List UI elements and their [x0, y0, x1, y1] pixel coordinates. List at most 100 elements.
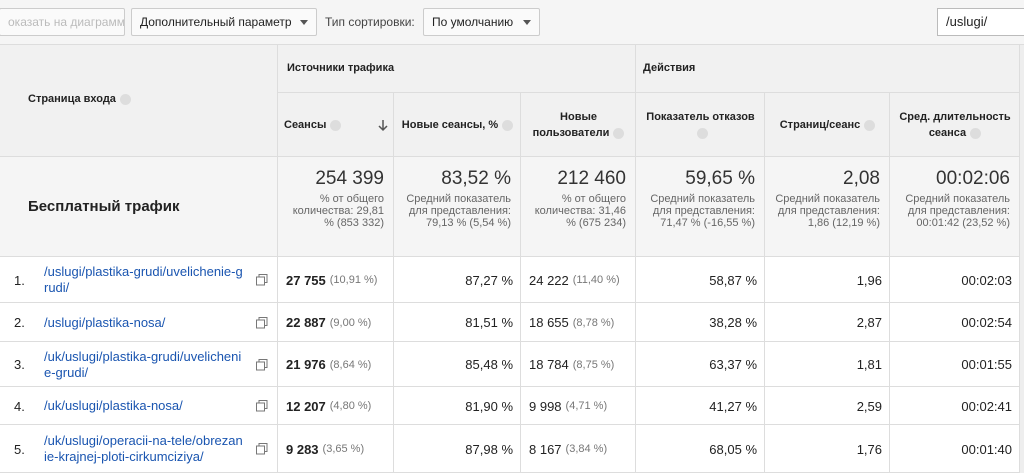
open-link-icon — [256, 358, 268, 374]
cell-value: 38,28 % — [709, 315, 757, 330]
cell-share: (8,75 %) — [572, 358, 615, 371]
search-box[interactable]: /uslugi/ — [937, 8, 1024, 36]
cell-value: 1,76 — [856, 441, 882, 457]
cell-value: 18 784 — [529, 357, 569, 372]
cell-value: 63,37 % — [709, 357, 757, 372]
totals-cell — [394, 157, 521, 257]
totals-value: 254 399 — [315, 168, 384, 189]
help-icon — [864, 119, 876, 131]
row-cell — [394, 342, 521, 387]
column-header-text: Страниц/сеанс — [779, 119, 861, 131]
group-header: Действия — [643, 62, 696, 74]
row-value: 00:02:41 — [898, 387, 1012, 425]
column-header: Показатель отказов — [642, 100, 759, 150]
totals-note: Средний показатель для представления: 00… — [905, 193, 1010, 229]
row-index: 1. — [14, 272, 25, 288]
dimension-header: Страница входа — [28, 93, 131, 105]
row-value: 63,37 % — [644, 342, 757, 387]
row-cell — [394, 303, 521, 342]
cell-value: 81,90 % — [465, 398, 513, 414]
row-value: 00:01:40 — [898, 425, 1012, 473]
totals-note: % от общего количества: 31,46 % (675 234… — [534, 193, 626, 229]
column-header-cell — [890, 93, 1020, 157]
cell-value: 85,48 % — [465, 357, 513, 372]
page-link[interactable]: /uk/uslugi/plastika-grudi/uvelichenie-gr… — [44, 348, 242, 380]
row-value: 38,28 % — [644, 303, 757, 342]
cell-share: (4,71 %) — [565, 400, 608, 412]
row-value: 81,90 % — [402, 387, 513, 425]
cell-value: 00:01:55 — [961, 357, 1012, 372]
row-value: 2,59 — [773, 387, 882, 425]
row-cell — [636, 303, 765, 342]
cell-value: 1,96 — [856, 272, 882, 288]
cell-share: (8,64 %) — [329, 358, 372, 371]
row-cell — [890, 257, 1020, 303]
row-dimension-cell — [0, 425, 278, 473]
column-header-cell — [636, 93, 765, 157]
totals-value: 2,08 — [843, 168, 880, 189]
row-value: 21 976 (8,64 %) — [286, 342, 386, 387]
cell-value: 9 283 — [286, 441, 319, 457]
help-icon — [970, 127, 982, 139]
column-header-text: Новые сеансы, % — [401, 119, 499, 131]
row-cell — [890, 387, 1020, 425]
row-cell — [278, 257, 394, 303]
column-header-wrap: Показатель отказов — [642, 109, 759, 141]
column-header: Сеансы — [284, 100, 388, 150]
row-cell — [636, 342, 765, 387]
dimension-header-cell — [0, 45, 278, 157]
cell-value: 2,87 — [856, 315, 882, 330]
row-value: 9 283 (3,65 %) — [286, 425, 386, 473]
chart-button[interactable]: оказать на диаграмме — [0, 8, 125, 36]
secondary-dimension-text: Дополнительный параметр — [140, 15, 292, 29]
totals-note: Средний показатель для представления: 79… — [406, 193, 511, 229]
cell-value: 58,87 % — [709, 272, 757, 288]
column-header-wrap: Новые сеансы, % — [401, 117, 514, 133]
column-header-wrap: Сред. длительность сеанса — [896, 109, 1014, 141]
help-icon — [613, 127, 625, 139]
column-header-text: Сеансы — [284, 119, 327, 131]
cell-share: (11,40 %) — [572, 274, 620, 286]
row-value: 22 887 (9,00 %) — [286, 303, 386, 342]
cell-value: 41,27 % — [709, 398, 757, 414]
cell-value: 2,59 — [856, 398, 882, 414]
row-value: 68,05 % — [644, 425, 757, 473]
row-value: 8 167 (3,84 %) — [529, 425, 628, 473]
page-link[interactable]: /uk/uslugi/operacii-na-tele/obrezanie-kr… — [44, 433, 243, 464]
sort-arrow — [378, 120, 388, 132]
row-value: 41,27 % — [644, 387, 757, 425]
secondary-dimension[interactable]: Дополнительный параметр — [131, 8, 317, 36]
page-link[interactable]: /uslugi/plastika-grudi/uvelichenie-grudi… — [44, 264, 243, 295]
cell-value: 18 655 — [529, 315, 569, 330]
column-header: Страниц/сеанс — [771, 100, 884, 150]
column-header: Сред. длительность сеанса — [896, 100, 1014, 150]
column-header: Новые сеансы, % — [400, 100, 515, 150]
column-header-text: Показатель отказов — [646, 111, 755, 123]
row-value: 00:01:55 — [898, 342, 1012, 387]
row-value: 24 222 (11,40 %) — [529, 257, 628, 303]
totals-label: Бесплатный трафик — [28, 198, 180, 215]
cell-value: 87,98 % — [465, 441, 513, 457]
cell-value: 00:01:40 — [961, 441, 1012, 457]
row-value: 18 655 (8,78 %) — [529, 303, 628, 342]
totals-value: 83,52 % — [441, 168, 511, 189]
row-cell — [278, 342, 394, 387]
row-dimension-cell — [0, 387, 278, 425]
row-value: 1,81 — [773, 342, 882, 387]
row-index: 3. — [14, 357, 25, 372]
row-cell — [636, 387, 765, 425]
cell-share: (9,00 %) — [329, 316, 372, 329]
column-header: Новые пользователи — [527, 100, 630, 150]
page-link[interactable]: /uslugi/plastika-nosa/ — [44, 314, 166, 330]
right-gutter — [1020, 45, 1024, 473]
row-cell — [636, 257, 765, 303]
help-icon — [119, 93, 131, 105]
row-cell — [394, 257, 521, 303]
page-link[interactable]: /uk/uslugi/plastika-nosa/ — [44, 398, 183, 413]
sort-select[interactable]: По умолчанию — [423, 8, 540, 36]
cell-share: (4,80 %) — [329, 400, 372, 412]
cell-value: 22 887 — [286, 315, 326, 330]
open-link-icon — [256, 443, 268, 458]
row-cell — [521, 387, 636, 425]
